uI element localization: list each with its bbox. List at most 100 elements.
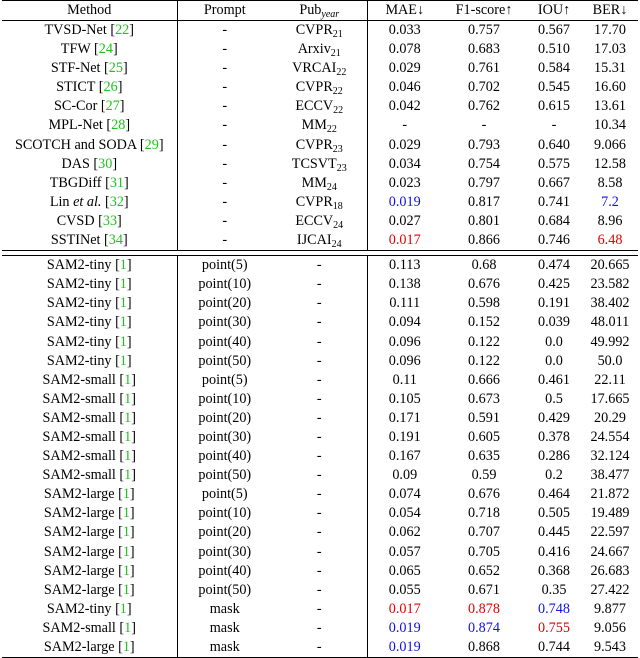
citation-link[interactable]: 1 [122,562,130,579]
header-pub-base: Pub [299,2,322,18]
ber-cell: 50.0 [597,352,623,369]
pub-venue: MM [301,117,327,134]
table-row: SAM2-large [1] mask -0.019 0.868 0.744 9.543 [2,638,638,658]
citation-link[interactable]: 31 [109,174,124,191]
citation-link[interactable]: 1 [122,486,130,503]
table-row: SAM2-tiny [1] point(30) - 0.094 0.152 0.039 48… [2,313,638,333]
citation-link[interactable]: 28 [111,117,126,134]
citation-link[interactable]: 30 [98,155,113,172]
ber-cell: 7.2 [601,193,619,210]
f1-cell: - [481,117,487,134]
citation-link[interactable]: 27 [105,98,120,115]
method-italic: et al. [73,193,102,210]
mae-cell: 0.09 [392,467,418,484]
iou-cell: 0.35 [541,581,567,598]
f1-cell: 0.762 [468,98,500,115]
ber-cell: 27.422 [590,581,630,598]
prompt-cell: point(20) [198,409,252,426]
method-name: TVSD-Net [44,22,107,38]
prompt-cell: point(5) [201,257,248,274]
citation-link[interactable]: 1 [124,409,132,426]
citation-link[interactable]: 25 [108,60,123,77]
citation-link[interactable]: 1 [119,276,127,293]
citation-link[interactable]: 1 [119,295,127,312]
table-row: SAM2-tiny [1] point(5) - 0.113 0.68 0.474 20.6… [2,255,638,276]
citation-link[interactable]: 32 [109,193,124,210]
citation-link[interactable]: 1 [119,314,127,331]
f1-cell: 0.59 [471,467,497,484]
f1-cell: 0.652 [468,562,500,579]
pub-cell: MM24 [272,173,368,193]
f1-cell: 0.817 [468,193,500,210]
pub-venue: VRCAI [292,60,337,77]
citation-link[interactable]: 1 [122,505,130,522]
citation-link[interactable]: 1 [122,639,130,655]
prompt-cell: point(40) [198,448,252,465]
pub-year: 24 [326,181,337,193]
citation-link[interactable]: 1 [124,428,132,445]
mae-cell: 0.055 [388,581,421,598]
f1-cell: 0.666 [468,371,500,388]
method-name: SAM2-small [42,390,116,407]
method-cell: DAS [30] [2,154,178,174]
citation-link[interactable]: 26 [103,79,118,96]
f1-cell: 0.671 [468,581,500,598]
citation-link[interactable]: 1 [119,352,127,369]
mae-cell: 0.096 [388,333,421,350]
citation-link[interactable]: 1 [119,600,127,617]
citation-link[interactable]: 1 [122,524,130,541]
header-mae: MAE↓ [367,0,442,21]
iou-cell: 0.5 [545,390,563,407]
iou-cell: 0.0 [545,333,563,350]
pub-venue: CVPR [295,79,333,96]
method-name: SAM2-small [42,467,116,484]
table-row: TVSD-Net [22] - CVPR21 0.033 0.757 0.567 17.70 [2,20,638,41]
citation-link[interactable]: 22 [115,22,130,38]
citation-link[interactable]: 1 [119,333,127,350]
mae-cell: 0.029 [388,136,421,153]
method-name: MPL-Net [48,117,103,134]
ber-cell: 38.402 [590,295,630,312]
method-cell: SAM2-small [1] [2,408,178,428]
pub-cell: - [272,351,368,371]
citation-link[interactable]: 1 [122,581,130,598]
citation-link[interactable]: 1 [124,390,132,407]
citation-link[interactable]: 34 [108,232,123,249]
ber-cell: 17.665 [590,390,630,407]
pub-cell: - [272,504,368,524]
table-row: SAM2-large [1] point(40) - 0.065 0.652 0.368 2… [2,561,638,581]
citation-link[interactable]: 1 [124,619,132,636]
method-cell: STF-Net [25] [2,59,178,79]
method-cell: STICT [26] [2,78,178,98]
table-row: SAM2-small [1] point(30) - 0.191 0.605 0.378 2… [2,427,638,448]
method-name: TBGDiff [49,174,102,191]
pub-year: 24 [333,219,344,231]
citation-link[interactable]: 1 [122,543,130,560]
iou-cell: 0.429 [538,409,570,426]
f1-cell: 0.878 [468,600,500,617]
method-cell: SAM2-small [1] [2,447,178,467]
table-row: SAM2-tiny [1] point(40) - 0.096 0.122 0.0 49.9… [2,332,638,352]
method-name: SAM2-tiny [46,295,112,312]
table-row: DAS [30] - TCSVT23 0.034 0.754 0.575 12.58 [2,154,638,174]
method-name: SSTINet [50,232,101,249]
citation-link[interactable]: 1 [124,448,132,465]
citation-link[interactable]: 24 [98,41,113,58]
table-row: TFW [24] - Arxiv21 0.078 0.683 0.510 17.03 [2,40,638,60]
method-cell: SAM2-large [1] [2,638,178,658]
prompt-cell: point(30) [198,543,252,560]
citation-link[interactable]: 1 [119,257,127,274]
iou-cell: 0.2 [545,467,563,484]
method-cell: SAM2-tiny [1] [2,332,178,352]
ber-cell: 15.31 [594,60,626,77]
pub-cell: CVPR18 [272,192,368,212]
citation-link[interactable]: 33 [102,212,118,229]
iou-cell: 0.684 [538,212,570,229]
citation-link[interactable]: 1 [124,371,132,388]
table-row: SAM2-small [1] point(5) - 0.11 0.666 0.461 22.… [2,370,638,390]
citation-link[interactable]: 1 [124,467,132,484]
citation-link[interactable]: 29 [144,136,159,153]
method-cell: TFW [24] [2,40,178,60]
pub-cell: - [272,332,368,352]
